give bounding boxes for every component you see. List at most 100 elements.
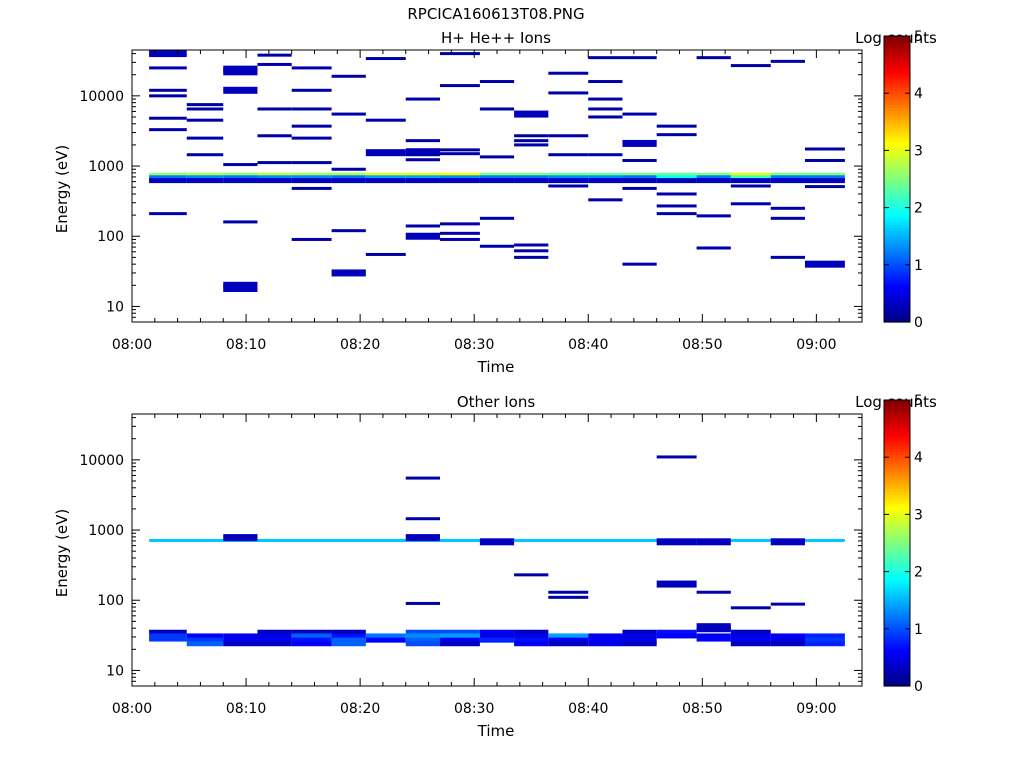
data-cell (770, 206, 805, 210)
data-cell (656, 580, 697, 588)
data-cell (186, 103, 224, 107)
colorbar-segment (884, 623, 910, 627)
data-cell (439, 52, 480, 56)
data-cell (365, 118, 406, 122)
colorbar-segment (884, 199, 910, 203)
band-cell (770, 175, 805, 181)
low-energy-cell (656, 633, 697, 639)
band-cell (149, 178, 187, 184)
data-cell (331, 112, 366, 116)
data-cell (656, 212, 697, 216)
colorbar-segment (884, 299, 910, 303)
colorbar-segment (884, 113, 910, 117)
colorbar-segment (884, 651, 910, 656)
low-energy-cell (291, 633, 332, 639)
data-cell (548, 595, 589, 599)
colorbar-tick-label: 3 (914, 143, 923, 159)
colorbar-segment (884, 96, 910, 100)
data-cell (257, 107, 292, 111)
colorbar-segment (884, 500, 910, 504)
band-cell (405, 175, 440, 181)
band-cell (223, 172, 258, 178)
low-energy-cell (730, 629, 771, 635)
colorbar-segment (884, 118, 910, 123)
data-cell (588, 97, 623, 101)
data-cell (514, 134, 549, 138)
band-cell (257, 172, 292, 178)
data-cell (291, 237, 332, 241)
data-cell (770, 538, 805, 546)
colorbar-segment (884, 127, 910, 131)
colorbar-segment (884, 574, 910, 578)
colorbar-segment (884, 101, 910, 106)
colorbar-segment (884, 279, 910, 283)
colorbar-segment (884, 683, 910, 687)
colorbar-segment (884, 460, 910, 464)
band-cell (365, 178, 406, 184)
x-tick-label: 08:20 (340, 337, 380, 353)
band-cell (548, 175, 589, 181)
colorbar-segment (884, 153, 910, 157)
band-cell (331, 172, 366, 178)
colorbar-segment (884, 253, 910, 257)
data-cell (514, 255, 549, 259)
band-cell (479, 178, 515, 184)
low-energy-cell (622, 629, 657, 635)
low-energy-cell (291, 637, 332, 643)
data-cell (514, 243, 549, 247)
data-cell (622, 262, 657, 266)
low-energy-cell (656, 629, 697, 635)
colorbar-segment (884, 577, 910, 581)
band-cell (405, 178, 440, 184)
colorbar-segment (884, 545, 910, 550)
band-cell (149, 175, 187, 181)
colorbar-segment (884, 261, 910, 266)
data-cell (730, 184, 771, 188)
low-energy-cell (257, 633, 292, 639)
low-energy-cell (331, 629, 366, 635)
data-cell (186, 107, 224, 111)
data-cell (656, 133, 697, 137)
colorbar-segment (884, 281, 910, 286)
colorbar-segment (884, 465, 910, 470)
colorbar-segment (884, 425, 910, 430)
data-cell (149, 212, 187, 216)
band-cell (257, 178, 292, 184)
colorbar-segment (884, 319, 910, 323)
colorbar-segment (884, 310, 910, 315)
colorbar-segment (884, 179, 910, 183)
low-energy-cell (405, 641, 440, 647)
band-cell (186, 175, 224, 181)
colorbar-segment (884, 307, 910, 312)
data-cell (291, 107, 332, 111)
colorbar-segment (884, 480, 910, 484)
data-cell (257, 161, 292, 165)
colorbar-segment (884, 620, 910, 624)
colorbar-segment (884, 608, 910, 613)
data-cell (291, 66, 332, 70)
colorbar-segment (884, 36, 910, 40)
low-energy-cell (365, 637, 406, 643)
colorbar-segment (884, 244, 910, 249)
colorbar-segment (884, 420, 910, 424)
band-cell (548, 178, 589, 184)
colorbar-segment (884, 133, 910, 137)
data-cell (405, 158, 440, 162)
colorbar-segment (884, 597, 910, 601)
low-energy-cell (439, 629, 480, 635)
colorbar-tick-label: 3 (914, 507, 923, 523)
colorbar-segment (884, 580, 910, 584)
low-energy-cell (696, 633, 731, 639)
low-energy-cell (548, 637, 589, 643)
colorbar-segment (884, 440, 910, 444)
data-cell (405, 517, 440, 521)
colorbar-segment (884, 221, 910, 226)
band-cell (622, 175, 657, 181)
y-tick-label: 100 (97, 593, 124, 609)
colorbar-segment (884, 565, 910, 570)
data-cell (149, 88, 187, 92)
colorbar-segment (884, 522, 910, 527)
band-cell (291, 172, 332, 178)
y-tick-label: 10 (106, 663, 124, 679)
